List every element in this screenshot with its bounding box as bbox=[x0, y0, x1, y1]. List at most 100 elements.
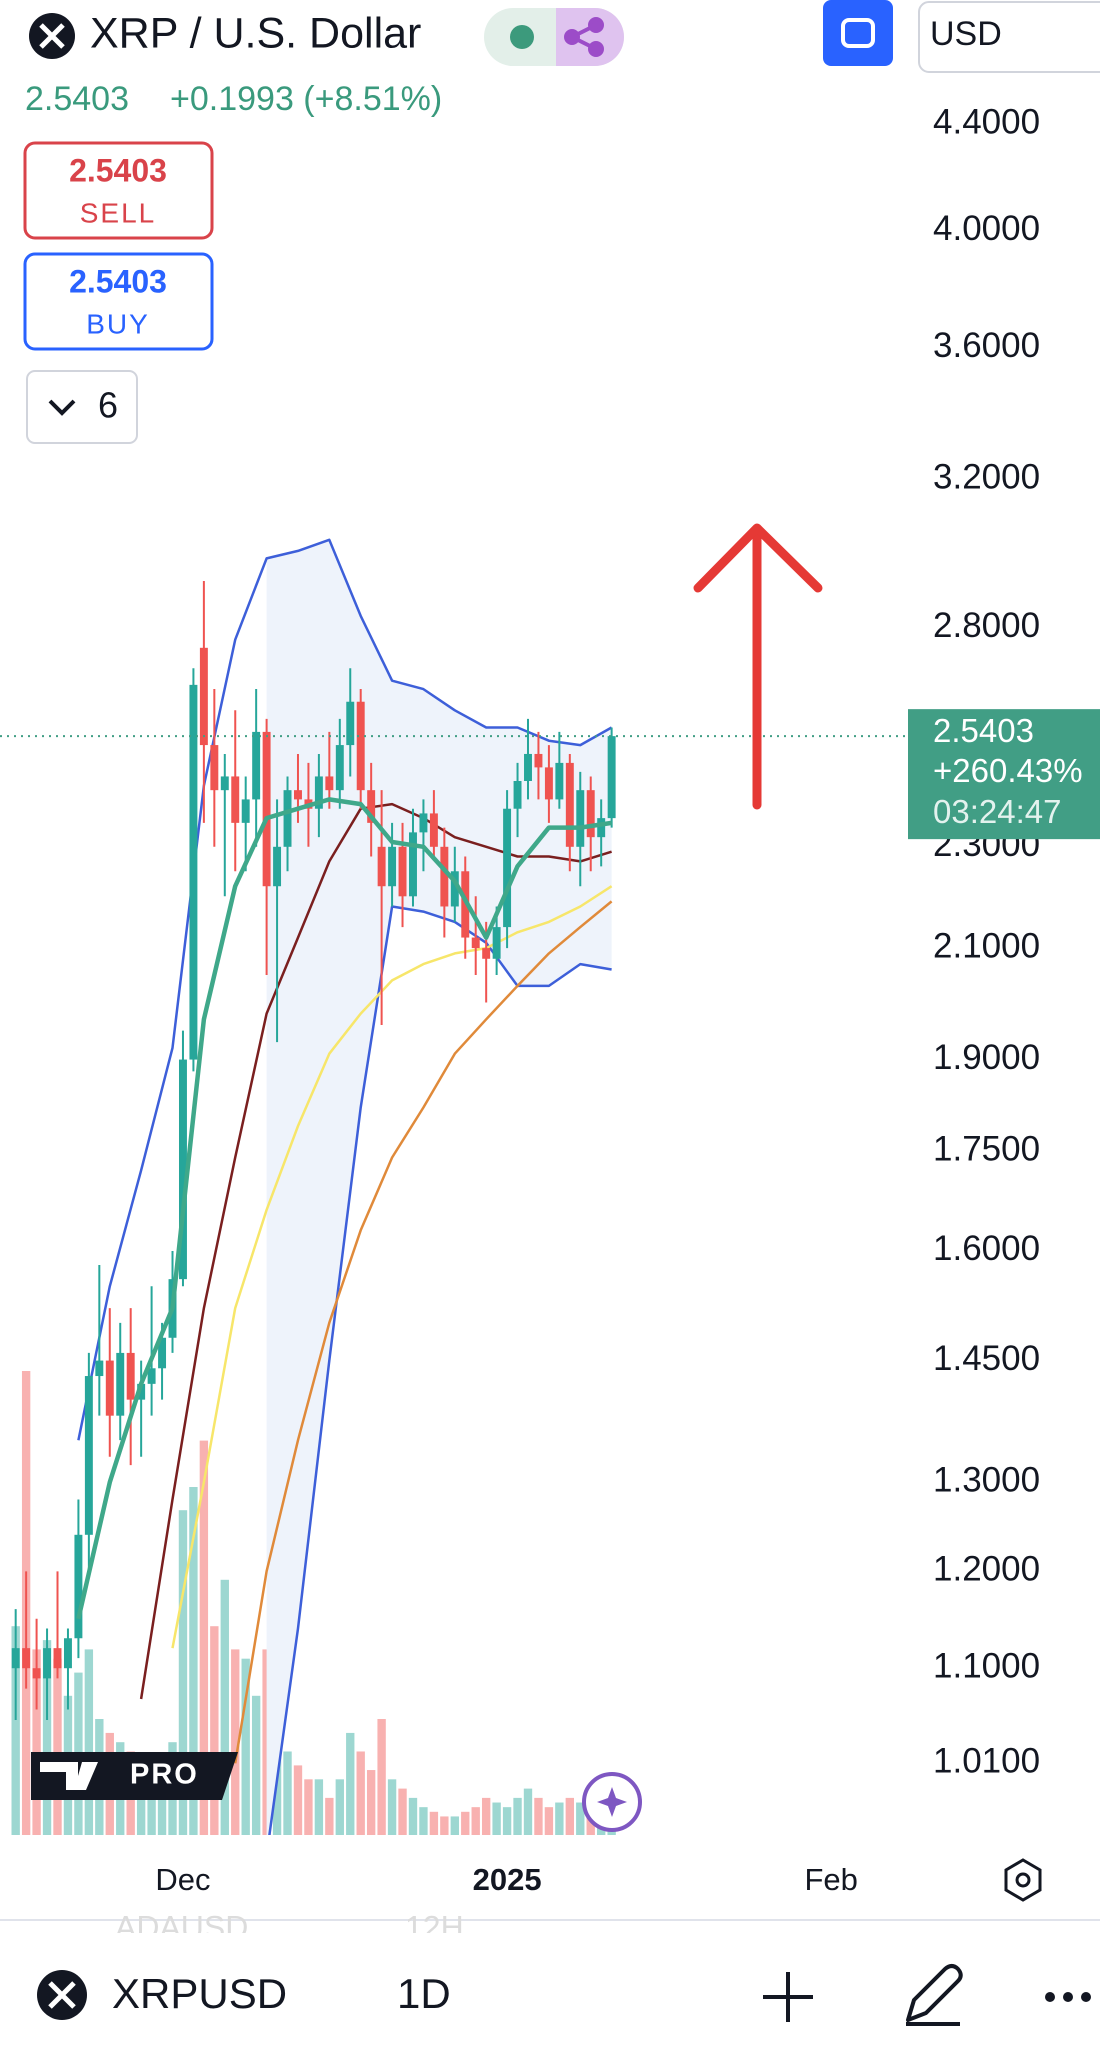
volume-bar bbox=[53, 1658, 62, 1835]
candle-body bbox=[356, 701, 365, 791]
volume-bar bbox=[481, 1797, 491, 1835]
y-tick-label: 1.0100 bbox=[933, 1742, 1040, 1781]
y-tick-label: 1.3000 bbox=[933, 1460, 1040, 1499]
volume-bar bbox=[366, 1770, 376, 1835]
fullscreen-icon bbox=[841, 18, 875, 48]
candle-body bbox=[524, 753, 532, 782]
candle-body bbox=[471, 937, 480, 949]
assistant-icon bbox=[597, 1787, 627, 1817]
candle-body bbox=[241, 799, 250, 823]
candle-body bbox=[607, 736, 616, 819]
volume-bar bbox=[199, 1440, 209, 1835]
volume-bar bbox=[11, 1626, 20, 1835]
y-tick-label: 3.2000 bbox=[933, 457, 1040, 496]
candle-body bbox=[440, 846, 449, 907]
y-tick-label: 4.4000 bbox=[933, 103, 1040, 142]
candle-body bbox=[335, 745, 344, 791]
symbol-logo-mark bbox=[39, 23, 65, 49]
price-tag-countdown: 03:24:47 bbox=[933, 793, 1061, 830]
volume-bar bbox=[576, 1802, 585, 1835]
x-tick-label: 2025 bbox=[473, 1862, 542, 1897]
volume-bar bbox=[84, 1649, 94, 1835]
volume-bar bbox=[189, 1487, 198, 1835]
sell-button[interactable] bbox=[23, 141, 214, 240]
candle-body bbox=[147, 1368, 156, 1384]
candle-body bbox=[84, 1376, 93, 1535]
add-button[interactable] bbox=[763, 1972, 813, 2022]
fullscreen-button[interactable] bbox=[823, 0, 893, 66]
settings-icon[interactable] bbox=[1004, 1858, 1042, 1902]
more-button[interactable] bbox=[1045, 1992, 1091, 2002]
moving-average bbox=[171, 885, 613, 1649]
y-tick-label: 1.4500 bbox=[933, 1339, 1040, 1378]
share-segment[interactable] bbox=[556, 8, 624, 66]
bottom-symbol-mark bbox=[48, 1981, 76, 2009]
volume-bar bbox=[231, 1649, 240, 1835]
band-fill bbox=[266, 539, 612, 1835]
volume-bar bbox=[398, 1788, 407, 1835]
indicator-toggle[interactable] bbox=[26, 370, 138, 444]
candle-body bbox=[63, 1638, 72, 1669]
candle-body bbox=[22, 1648, 31, 1669]
chevron-icon bbox=[48, 399, 76, 416]
candle-body bbox=[555, 762, 564, 800]
candle-body bbox=[314, 776, 323, 809]
bollinger-upper bbox=[77, 538, 613, 1441]
currency-select[interactable] bbox=[918, 1, 1100, 73]
candle-body bbox=[43, 1648, 52, 1679]
header: XRP / U.S. Dollar USD 2.5403 +0.1993 (+8… bbox=[23, 0, 1100, 444]
volume-bar bbox=[210, 1626, 219, 1835]
y-tick-label: 3.6000 bbox=[933, 326, 1040, 365]
candle-body bbox=[11, 1648, 20, 1669]
candle-body bbox=[262, 731, 271, 887]
candle-body bbox=[178, 1059, 187, 1280]
bottom-symbol[interactable]: XRPUSD bbox=[112, 1970, 287, 2017]
moving-average bbox=[139, 802, 612, 1700]
time-axis: Dec 2025 Feb bbox=[155, 1862, 858, 1897]
candle-body bbox=[116, 1352, 125, 1416]
buy-price: 2.5403 bbox=[69, 263, 167, 299]
price-axis: 4.40004.00003.60003.20002.80002.30002.10… bbox=[908, 103, 1100, 1781]
volume-bar bbox=[377, 1719, 386, 1835]
candle-body bbox=[565, 762, 574, 847]
candle-body bbox=[388, 846, 397, 887]
volume-bar bbox=[408, 1797, 418, 1835]
y-tick-label: 2.8000 bbox=[933, 606, 1040, 645]
candle-body bbox=[126, 1352, 135, 1400]
buy-button[interactable] bbox=[23, 252, 214, 351]
candle-body bbox=[398, 846, 407, 897]
draw-button[interactable] bbox=[906, 1964, 963, 2026]
y-tick-label: 1.1000 bbox=[933, 1646, 1040, 1685]
candle-body bbox=[273, 846, 282, 887]
candle-body bbox=[105, 1360, 114, 1416]
volume-bar bbox=[513, 1797, 522, 1835]
candle-body bbox=[544, 767, 553, 800]
volume-bar bbox=[356, 1751, 365, 1835]
y-tick-label: 1.7500 bbox=[933, 1129, 1040, 1168]
interval-button[interactable]: 1D bbox=[397, 1970, 451, 2017]
buy-label: BUY bbox=[86, 308, 150, 339]
price-tag bbox=[908, 709, 1100, 840]
candle-body bbox=[137, 1383, 146, 1400]
x-tick-label: Feb bbox=[804, 1862, 857, 1897]
volume-bar bbox=[586, 1811, 595, 1835]
candle-body bbox=[199, 647, 208, 746]
volume-bar bbox=[251, 1695, 261, 1835]
y-tick-label: 1.2000 bbox=[933, 1550, 1040, 1589]
symbol-title[interactable]: XRP / U.S. Dollar bbox=[90, 9, 421, 57]
candle-body bbox=[419, 813, 428, 833]
y-tick-label: 4.0000 bbox=[933, 209, 1040, 248]
candle-body bbox=[586, 790, 595, 838]
volume-bar bbox=[492, 1802, 501, 1835]
x-tick-label: Dec bbox=[155, 1862, 210, 1897]
candle-body bbox=[576, 790, 585, 847]
currency-label: USD bbox=[930, 15, 1002, 53]
volume-bar bbox=[534, 1797, 543, 1835]
candle-body bbox=[492, 927, 501, 959]
candle-body bbox=[534, 753, 543, 768]
candle-body bbox=[294, 790, 302, 800]
share-icon bbox=[564, 17, 604, 57]
candle-body bbox=[346, 701, 355, 746]
